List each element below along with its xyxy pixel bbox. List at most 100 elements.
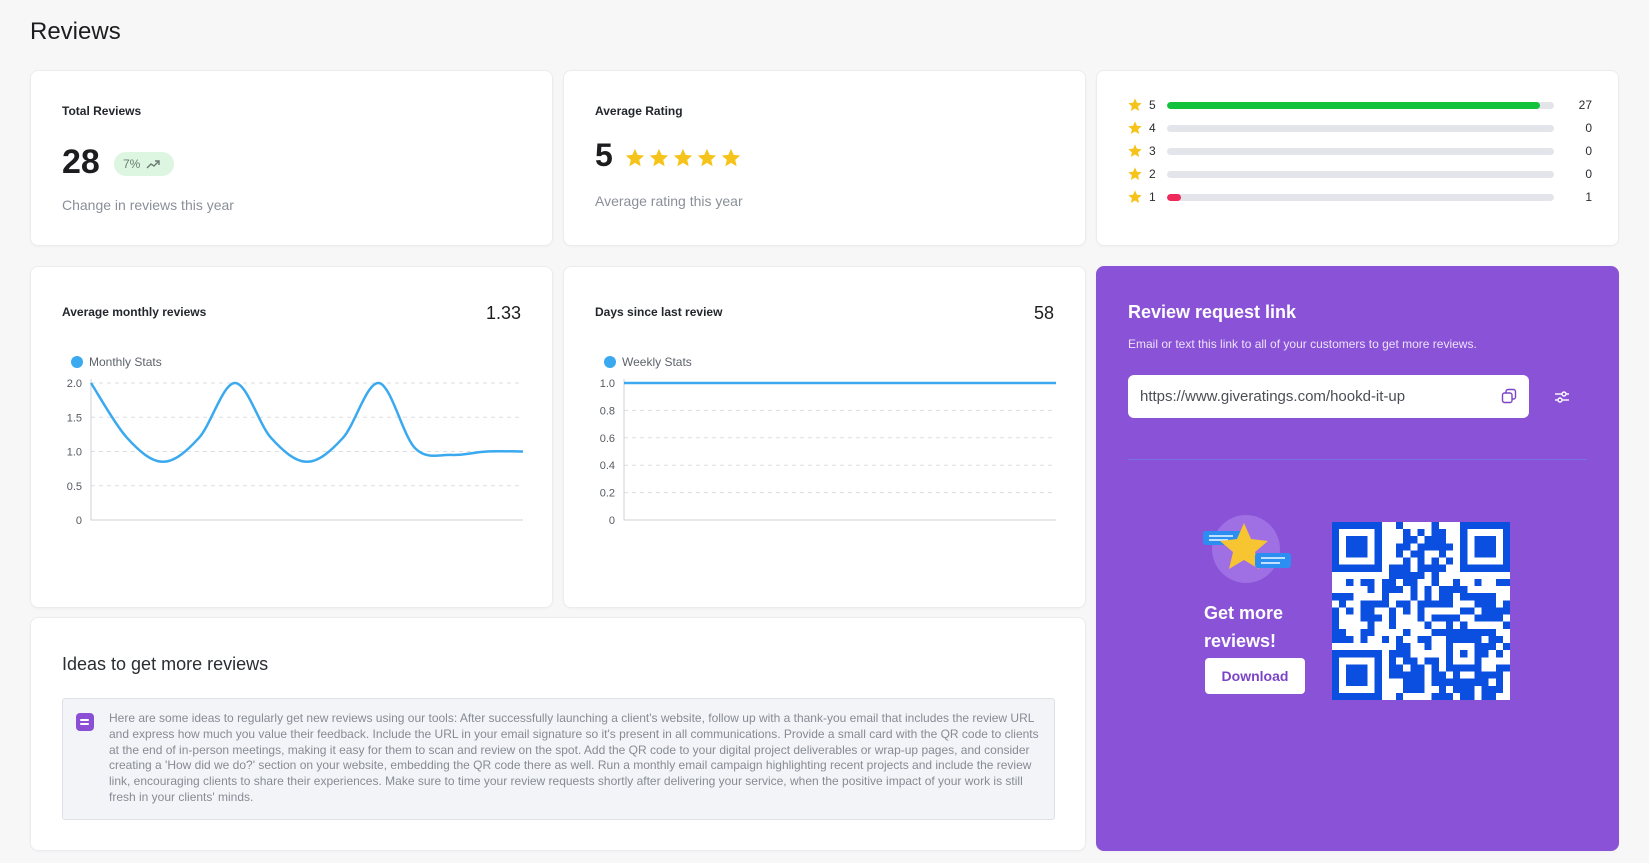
axis-line [623,379,1056,521]
qr-module [1438,692,1446,700]
y-tick-label: 0.5 [67,481,82,493]
qr-module [1410,550,1418,558]
qr-module [1346,607,1354,615]
qr-module [1424,543,1432,551]
change-badge: 7% [114,152,174,176]
rating-bar-fill [1167,101,1541,109]
qr-module [1445,543,1454,551]
qr-module [1474,593,1482,601]
qr-module [1396,564,1404,572]
qr-module [1367,614,1375,622]
qr-module [1438,678,1446,686]
review-link-input[interactable] [1128,375,1529,418]
trending-up-icon [146,160,161,169]
qr-module [1388,664,1397,672]
qr-module [1431,664,1439,672]
star-icon [649,148,669,167]
qr-module [1431,692,1439,700]
qr-module [1474,678,1482,686]
rating-row-stars: 2 [1149,167,1156,181]
y-tick-label: 0.4 [600,460,615,472]
qr-module [1453,678,1461,686]
qr-module [1467,607,1475,615]
qr-module [1438,550,1446,558]
average-monthly-reviews-card: Average monthly reviews 1.33 Monthly Sta… [30,266,553,608]
qr-module [1417,550,1425,558]
monthly-legend: Monthly Stats [71,355,162,369]
rating-bar-track [1167,101,1554,109]
qr-module [1495,614,1503,622]
rating-row-stars: 5 [1149,98,1156,112]
legend-dot [71,356,83,368]
qr-module [1403,657,1411,665]
y-tick-label: 0 [76,515,82,527]
rating-bar-track [1167,193,1554,201]
monthly-label: Average monthly reviews [62,305,207,319]
qr-module [1502,664,1510,672]
qr-module [1346,593,1354,601]
qr-module [1417,607,1425,615]
rating-row-count: 1 [1585,190,1592,204]
y-tick-label: 0 [609,515,615,527]
qr-module [1481,600,1489,608]
qr-module [1438,529,1446,537]
qr-module [1453,586,1461,594]
qr-module [1438,671,1446,679]
qr-module [1388,578,1397,587]
copy-icon[interactable] [1499,386,1519,406]
qr-module [1467,628,1475,636]
qr-module [1360,628,1368,636]
qr-module [1410,536,1418,544]
change-badge-value: 7% [123,157,141,171]
qr-module [1495,685,1503,693]
qr-module [1474,671,1482,679]
qr-module [1346,635,1354,644]
qr-module [1424,635,1432,644]
qr-module [1367,600,1375,608]
qr-module [1403,529,1411,537]
review-request-card: Review request link Email or text this l… [1096,266,1619,851]
qr-module [1396,543,1404,551]
star-icon [697,148,717,167]
qr-module [1410,657,1418,665]
qr-module [1431,600,1439,608]
qr-code [1332,522,1510,700]
ideas-text: Here are some ideas to regularly get new… [109,711,1039,804]
rating-bar-fill [1167,193,1181,201]
download-button[interactable]: Download [1205,658,1305,694]
rating-distribution-card: 5 27 4 0 3 0 2 0 1 1 [1096,70,1619,246]
qr-module [1424,564,1432,572]
total-reviews-label: Total Reviews [62,104,142,118]
qr-module [1417,600,1425,608]
qr-module [1424,657,1432,665]
qr-module [1481,628,1489,636]
qr-module [1495,607,1503,615]
rating-bar-track [1167,147,1554,155]
qr-module [1445,678,1454,686]
qr-module [1431,671,1439,679]
qr-module [1381,586,1389,594]
qr-module [1488,593,1496,601]
ideas-box: Here are some ideas to regularly get new… [62,698,1055,820]
qr-module [1502,643,1510,651]
qr-module [1453,628,1461,636]
qr-module [1481,643,1489,651]
days-since-last-review-card: Days since last review 58 Weekly Stats 0… [563,266,1086,608]
qr-module [1467,692,1475,700]
sliders-icon[interactable] [1551,386,1573,408]
qr-module [1453,578,1461,587]
qr-module [1488,671,1496,679]
rating-row-count: 0 [1585,121,1592,135]
qr-module [1488,607,1496,615]
qr-module [1467,593,1475,601]
qr-module [1488,635,1496,644]
qr-module [1403,643,1411,651]
qr-module [1346,578,1354,587]
rating-stars [624,147,742,169]
y-tick-label: 1.0 [600,378,615,390]
qr-module [1360,614,1368,622]
qr-module [1481,650,1489,658]
qr-module [1460,678,1468,686]
